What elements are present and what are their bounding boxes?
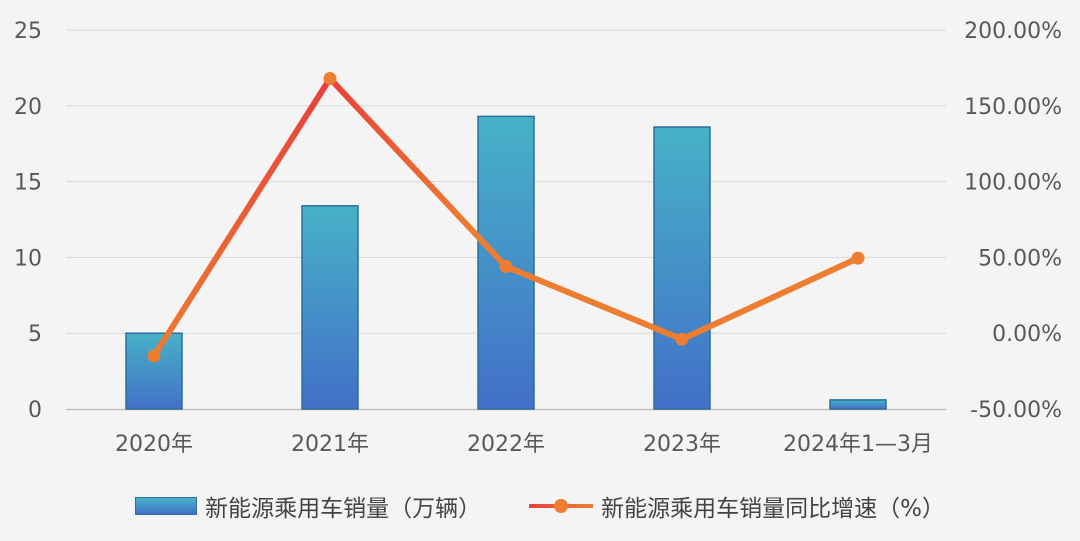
line-point <box>499 259 513 273</box>
x-tick-label: 2020年 <box>115 432 193 457</box>
x-tick-label: 2021年 <box>291 432 369 457</box>
bar-series <box>125 115 887 410</box>
legend-line-label: 新能源乘用车销量同比增速（%） <box>601 496 945 522</box>
y-right-tick-label: 50.00% <box>978 246 1062 271</box>
y-right-tick-label: 150.00% <box>964 95 1062 120</box>
axis-labels: 0 5 10 15 20 25 -50.00% 0.00% 50.00% 100.00% 150.0… <box>14 19 1062 457</box>
x-tick-label: 2022年 <box>467 432 545 457</box>
bar <box>829 399 887 410</box>
legend-item-bar: 新能源乘用车销量（万辆） <box>135 489 481 523</box>
y-right-tick-label: 0.00% <box>992 322 1062 347</box>
combo-chart: 0 5 10 15 20 25 -50.00% 0.00% 50.00% 100.00% 150.0… <box>14 19 1062 457</box>
x-tick-label: 2024年1—3月 <box>783 432 933 457</box>
bar <box>125 332 183 410</box>
y-left-tick-label: 15 <box>14 171 42 196</box>
legend-bar-swatch <box>135 497 198 515</box>
line-point <box>675 332 689 346</box>
x-tick-label: 2023年 <box>643 432 721 457</box>
y-right-tick-label: 100.00% <box>964 171 1062 196</box>
y-left-tick-label: 20 <box>14 95 42 120</box>
line-point <box>851 251 865 265</box>
y-right-tick-label: 200.00% <box>964 19 1062 44</box>
line-series <box>147 72 865 363</box>
legend-item-line: 新能源乘用车销量同比增速（%） <box>529 489 945 523</box>
line-point <box>147 349 161 363</box>
y-left-tick-label: 25 <box>14 19 42 44</box>
y-left-tick-label: 0 <box>28 398 42 423</box>
bar <box>301 205 359 410</box>
y-right-tick-label: -50.00% <box>970 398 1062 423</box>
legend-bar-label: 新能源乘用车销量（万辆） <box>205 496 482 522</box>
line-point <box>323 72 337 86</box>
y-left-tick-label: 10 <box>14 246 42 271</box>
legend: 新能源乘用车销量（万辆） 新能源乘用车销量同比增速（%） <box>0 484 1080 528</box>
legend-line-swatch <box>529 498 594 514</box>
y-left-tick-label: 5 <box>28 322 42 347</box>
bar <box>653 126 711 410</box>
